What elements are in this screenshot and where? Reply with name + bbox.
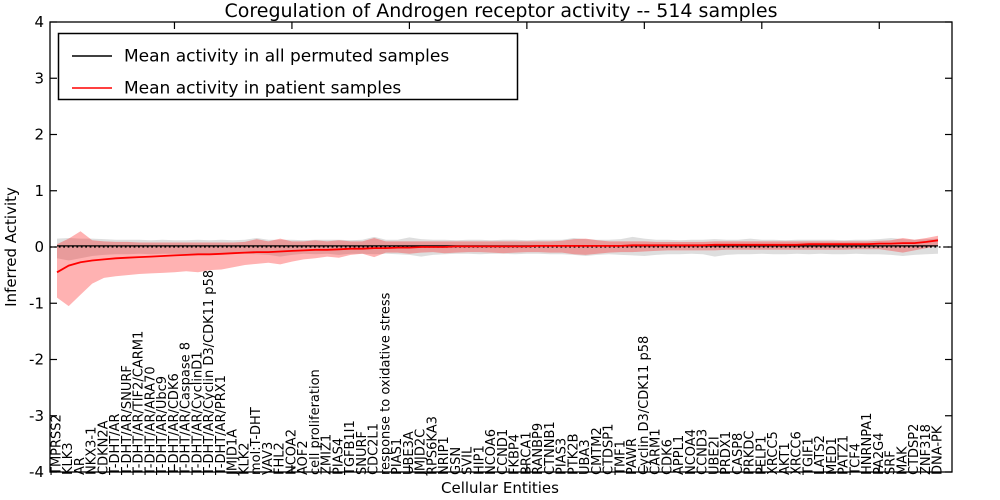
category-label: GSN <box>449 447 464 475</box>
category-label: TMF1 <box>613 440 628 476</box>
category-label: MED1 <box>825 437 840 475</box>
category-label: HIP1 <box>472 445 487 475</box>
category-label: PA2G4 <box>872 432 887 475</box>
y-axis-label: Inferred Activity <box>2 187 20 307</box>
category-label: SVIL <box>461 446 476 475</box>
category-label: AR <box>73 457 88 475</box>
category-label: TGIF1 <box>801 437 816 476</box>
permuted-samples-band <box>57 236 938 261</box>
y-tick-label: 1 <box>34 182 44 200</box>
category-label: response to oxidative stress <box>378 292 393 475</box>
category-label: CTDSP2 <box>907 424 922 475</box>
category-label: PIAS4 <box>331 438 346 475</box>
category-label: T-DHT/AR/SNURF <box>120 365 135 476</box>
category-label: Cyclin D3/CDK11 p58 <box>637 336 652 475</box>
category-label: CCND3 <box>696 429 711 475</box>
category-label: KLK3 <box>61 442 76 475</box>
category-label: ZMIZ1 <box>320 434 335 475</box>
category-label: HNRNPA1 <box>860 413 875 475</box>
category-label: RANBP9 <box>531 423 546 475</box>
x-axis-label: Cellular Entities <box>441 479 559 497</box>
category-label: T-DHT/AR/ARA70 <box>144 366 159 476</box>
category-label: T-DHT/AR <box>108 414 123 476</box>
category-label: T-DHT/AR/Ubc9 <box>155 376 170 476</box>
category-label: CDK6 <box>660 439 675 475</box>
y-tick-label: 4 <box>34 13 44 31</box>
category-label: TGFB1I1 <box>343 420 358 476</box>
category-label: T-DHT/AR/CDK6 <box>167 373 182 476</box>
category-label: LATS2 <box>813 435 828 475</box>
category-label: PRDX1 <box>719 431 734 475</box>
y-tick-label: 3 <box>34 69 44 87</box>
category-label: T-DHT/AR/Caspase 8 <box>179 342 194 476</box>
category-label: PELP1 <box>754 436 769 475</box>
category-label: TCF4 <box>848 443 863 476</box>
category-label: ZNF318 <box>919 424 934 475</box>
category-label: PIAS3 <box>555 438 570 475</box>
category-label: PTK2B <box>566 434 581 476</box>
legend: Mean activity in all permuted samples Me… <box>57 32 519 101</box>
category-label: FKBP4 <box>508 434 523 475</box>
category-label: FHL2 <box>273 442 288 475</box>
category-label: MAK <box>895 446 910 475</box>
category-label: CDKN2A <box>97 420 112 475</box>
patient-samples-band <box>57 231 938 307</box>
category-label: NCOA2 <box>284 429 299 475</box>
y-tick-label: 2 <box>34 126 44 144</box>
y-tick-label: -4 <box>29 463 44 481</box>
category-label: T-DHT/AR/CyclinD1 <box>191 351 206 476</box>
category-label: CMTM2 <box>590 427 605 475</box>
y-tick-label: 0 <box>34 238 44 256</box>
category-label: UBE2I <box>707 436 722 475</box>
category-label: SRF <box>884 450 899 475</box>
category-label: JMJD2C <box>414 429 429 476</box>
category-label: PATZ1 <box>837 435 852 475</box>
category-label: UBA3 <box>578 439 593 475</box>
category-label: mol:T-DHT <box>249 407 264 475</box>
category-label: CARM1 <box>649 429 664 476</box>
category-label: CTDSP1 <box>602 424 617 475</box>
category-label: VAV3 <box>261 442 276 475</box>
category-label: NCOA4 <box>684 429 699 475</box>
category-label: AOF2 <box>296 440 311 475</box>
category-label: T-DHT/AR/TIF2/CARM1 <box>132 331 147 476</box>
category-label: DNA-PK <box>931 425 946 475</box>
category-label: XRCC6 <box>790 431 805 475</box>
category-label: NCOA6 <box>484 429 499 475</box>
category-label: RPS6KA3 <box>425 416 440 475</box>
category-label: KLK2 <box>237 442 252 475</box>
category-label: cell proliferation <box>308 369 323 475</box>
category-label: CTNNB1 <box>543 421 558 475</box>
y-tick-label: -2 <box>29 351 44 369</box>
category-label: CDC2L1 <box>367 423 382 475</box>
category-label: APPL1 <box>672 435 687 475</box>
category-label: NRIP1 <box>437 436 452 475</box>
chart-title: Coregulation of Androgen receptor activi… <box>224 0 777 22</box>
category-label: XRCC5 <box>766 431 781 475</box>
category-label: UBE3A <box>402 431 417 475</box>
category-label: PAWR <box>625 438 640 475</box>
legend-label-permuted: Mean activity in all permuted samples <box>124 47 449 67</box>
category-label: AKT1 <box>778 442 793 475</box>
category-label: CASP8 <box>731 433 746 475</box>
category-label: T-DHT/AR/Cyclin D3/CDK11 p58 <box>202 270 217 476</box>
category-label: NKX3-1 <box>85 427 100 475</box>
category-label: JMJD1A <box>226 429 241 476</box>
category-label: BRCA1 <box>519 431 534 475</box>
axes-frame <box>49 21 953 473</box>
category-label: T-DHT/AR/PRX1 <box>214 375 229 476</box>
legend-label-patient: Mean activity in patient samples <box>124 79 401 99</box>
legend-frame <box>57 32 519 101</box>
category-label: TMPRSS2 <box>50 414 65 476</box>
y-tick-label: -3 <box>29 407 44 425</box>
y-tick-label: -1 <box>29 294 44 312</box>
category-label: PIAS1 <box>390 438 405 475</box>
category-label: CCND1 <box>496 429 511 475</box>
category-label: PRKDC <box>743 431 758 475</box>
category-label: SNURF <box>355 431 370 475</box>
patient-mean-line <box>56 239 939 274</box>
